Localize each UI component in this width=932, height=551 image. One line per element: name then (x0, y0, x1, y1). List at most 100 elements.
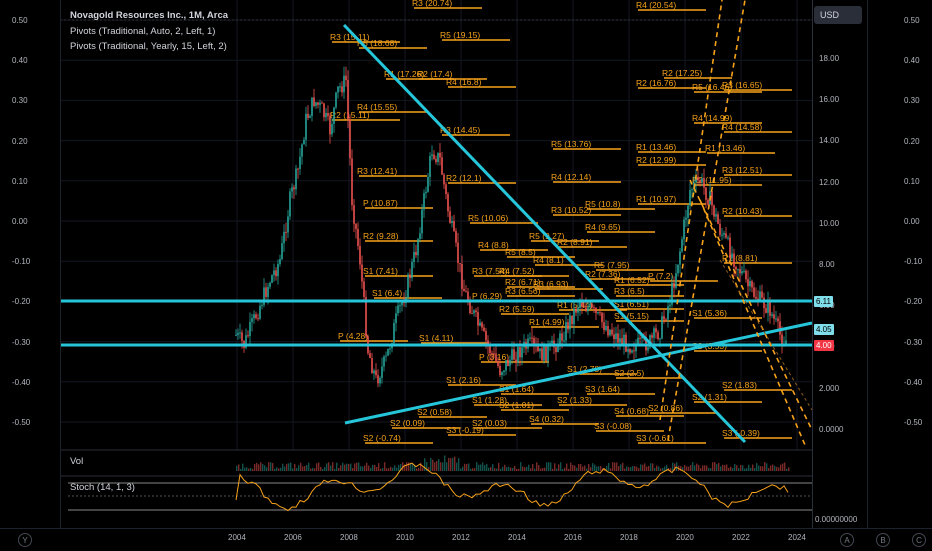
b-button[interactable]: B (876, 533, 890, 547)
candle-body (453, 221, 455, 232)
candle-body (421, 209, 423, 234)
pivot-label: S2 (-0.74) (363, 433, 401, 443)
volume-bar (380, 468, 382, 471)
volume-bar (358, 462, 360, 471)
candle-body (359, 245, 361, 265)
stoch-legend[interactable]: Stoch (14, 1, 3) (70, 482, 135, 493)
candle-body (727, 237, 729, 239)
left-price-axis[interactable]: 0.50 0.40 0.30 0.20 0.10 0.00 -0.10 -0.20 -0.30 -… (0, 0, 61, 528)
left-axis-tick: 0.00 (12, 217, 28, 226)
candle-body (667, 306, 669, 320)
volume-bar (354, 463, 356, 471)
volume-bar (378, 463, 380, 471)
candle-body (269, 282, 271, 287)
volume-bar (418, 467, 420, 471)
far-axis-tick: 0.40 (904, 56, 920, 66)
candle-body (689, 190, 691, 206)
candle-body (389, 348, 391, 350)
c-button[interactable]: C (912, 533, 926, 547)
price-axis-tick: 16.00 (819, 95, 840, 105)
volume-bar (452, 457, 454, 471)
volume-bar (284, 466, 286, 471)
candle-body (503, 370, 505, 373)
volume-bar (610, 468, 612, 471)
volume-bar (524, 467, 526, 471)
volume-bar (758, 465, 760, 471)
y-button[interactable]: Y (18, 533, 32, 547)
far-axis-tick: 0.10 (904, 176, 920, 186)
candle-body (617, 333, 619, 343)
far-right-axis[interactable]: 0.50 0.40 0.30 0.20 0.10 0.00 -0.10 -0.20 -0.30 -… (867, 0, 932, 528)
left-axis-tick: 0.10 (12, 176, 28, 186)
volume-legend[interactable]: Vol (70, 456, 84, 467)
volume-bar (644, 463, 646, 471)
candle-body (443, 174, 445, 185)
candle-body (343, 75, 345, 93)
volume-bar (708, 467, 710, 471)
pivot-label: R3 (12.51) (722, 165, 762, 175)
candle-body (415, 251, 417, 256)
candle-body (459, 263, 461, 265)
left-axis-tick: 0.50 (12, 16, 28, 25)
pivots-indicator-1[interactable]: Pivots (Traditional, Auto, 2, Left, 1) (70, 26, 216, 37)
volume-bar (340, 465, 342, 471)
pivot-label: S1 (4.11) (419, 333, 454, 343)
pivot-label: R5 (10.8) (585, 199, 621, 209)
volume-bar (720, 466, 722, 471)
pivots-indicator-2[interactable]: Pivots (Traditional, Yearly, 15, Left, 2… (70, 41, 227, 52)
pivot-label: R2 (7.36) (585, 269, 621, 279)
volume-bar (430, 457, 432, 471)
candle-body (467, 291, 469, 303)
volume-bar (256, 462, 258, 471)
volume-bar (312, 467, 314, 471)
candle-body (647, 347, 649, 351)
candle-body (519, 347, 521, 358)
candle-body (657, 332, 659, 340)
pivot-label: R1 (17.26) (384, 69, 424, 79)
pivot-label: S1 (1.28) (472, 395, 507, 405)
candle-body (423, 193, 425, 210)
price-chart[interactable]: R3 (20.74) R4 (20.54) R5 (19.15) R3 (15.11)… (0, 0, 932, 528)
pivot-label: R3 (7.54) (472, 266, 508, 276)
price-axis-tick: 0.0000 (819, 424, 844, 434)
candle-body (583, 306, 585, 308)
volume-bar (536, 462, 538, 471)
candle-body (371, 357, 373, 374)
volume-bar (532, 463, 534, 471)
volume-bar (786, 468, 788, 471)
volume-bar (652, 463, 654, 471)
candle-body (521, 347, 523, 358)
volume-bar (272, 463, 274, 471)
volume-bar (548, 462, 550, 471)
candle-body (589, 303, 591, 308)
candle-body (585, 307, 587, 312)
right-price-axis[interactable]: 18.0016.0014.0012.0010.008.006.004.002.0… (812, 0, 868, 528)
candle-body (629, 349, 631, 353)
candle-body (325, 112, 327, 118)
volume-bar (698, 464, 700, 471)
volume-bar (292, 468, 294, 471)
currency-button[interactable]: USD (814, 6, 862, 24)
pivot-label: R2 (8.91) (557, 237, 593, 247)
time-axis-bar[interactable]: 2004 2006 2008 2010 2012 2014 2016 2018 2020 2022… (0, 528, 932, 551)
volume-bar (630, 467, 632, 471)
volume-bar (682, 467, 684, 471)
candle-body (451, 221, 453, 223)
volume-bar (366, 462, 368, 471)
volume-bar (318, 462, 320, 471)
volume-bar (316, 463, 318, 471)
volume-bar (778, 467, 780, 471)
candle-body (711, 191, 713, 206)
candle-body (639, 337, 641, 339)
far-axis-tick: 0.20 (904, 136, 920, 146)
pivot-label: R4 (16.8) (446, 77, 482, 87)
left-axis-tick: -0.10 (12, 257, 31, 267)
price-tag-trend: 4.05 (814, 324, 834, 335)
volume-bar (246, 467, 248, 471)
a-button[interactable]: A (840, 533, 854, 547)
candle-body (489, 345, 491, 354)
pivot-label: P (4.28) (338, 331, 368, 341)
pivot-label: R2 (16.76) (636, 78, 676, 88)
candle-body (509, 359, 511, 367)
chart-title[interactable]: Novagold Resources Inc., 1M, Arca (70, 10, 229, 21)
